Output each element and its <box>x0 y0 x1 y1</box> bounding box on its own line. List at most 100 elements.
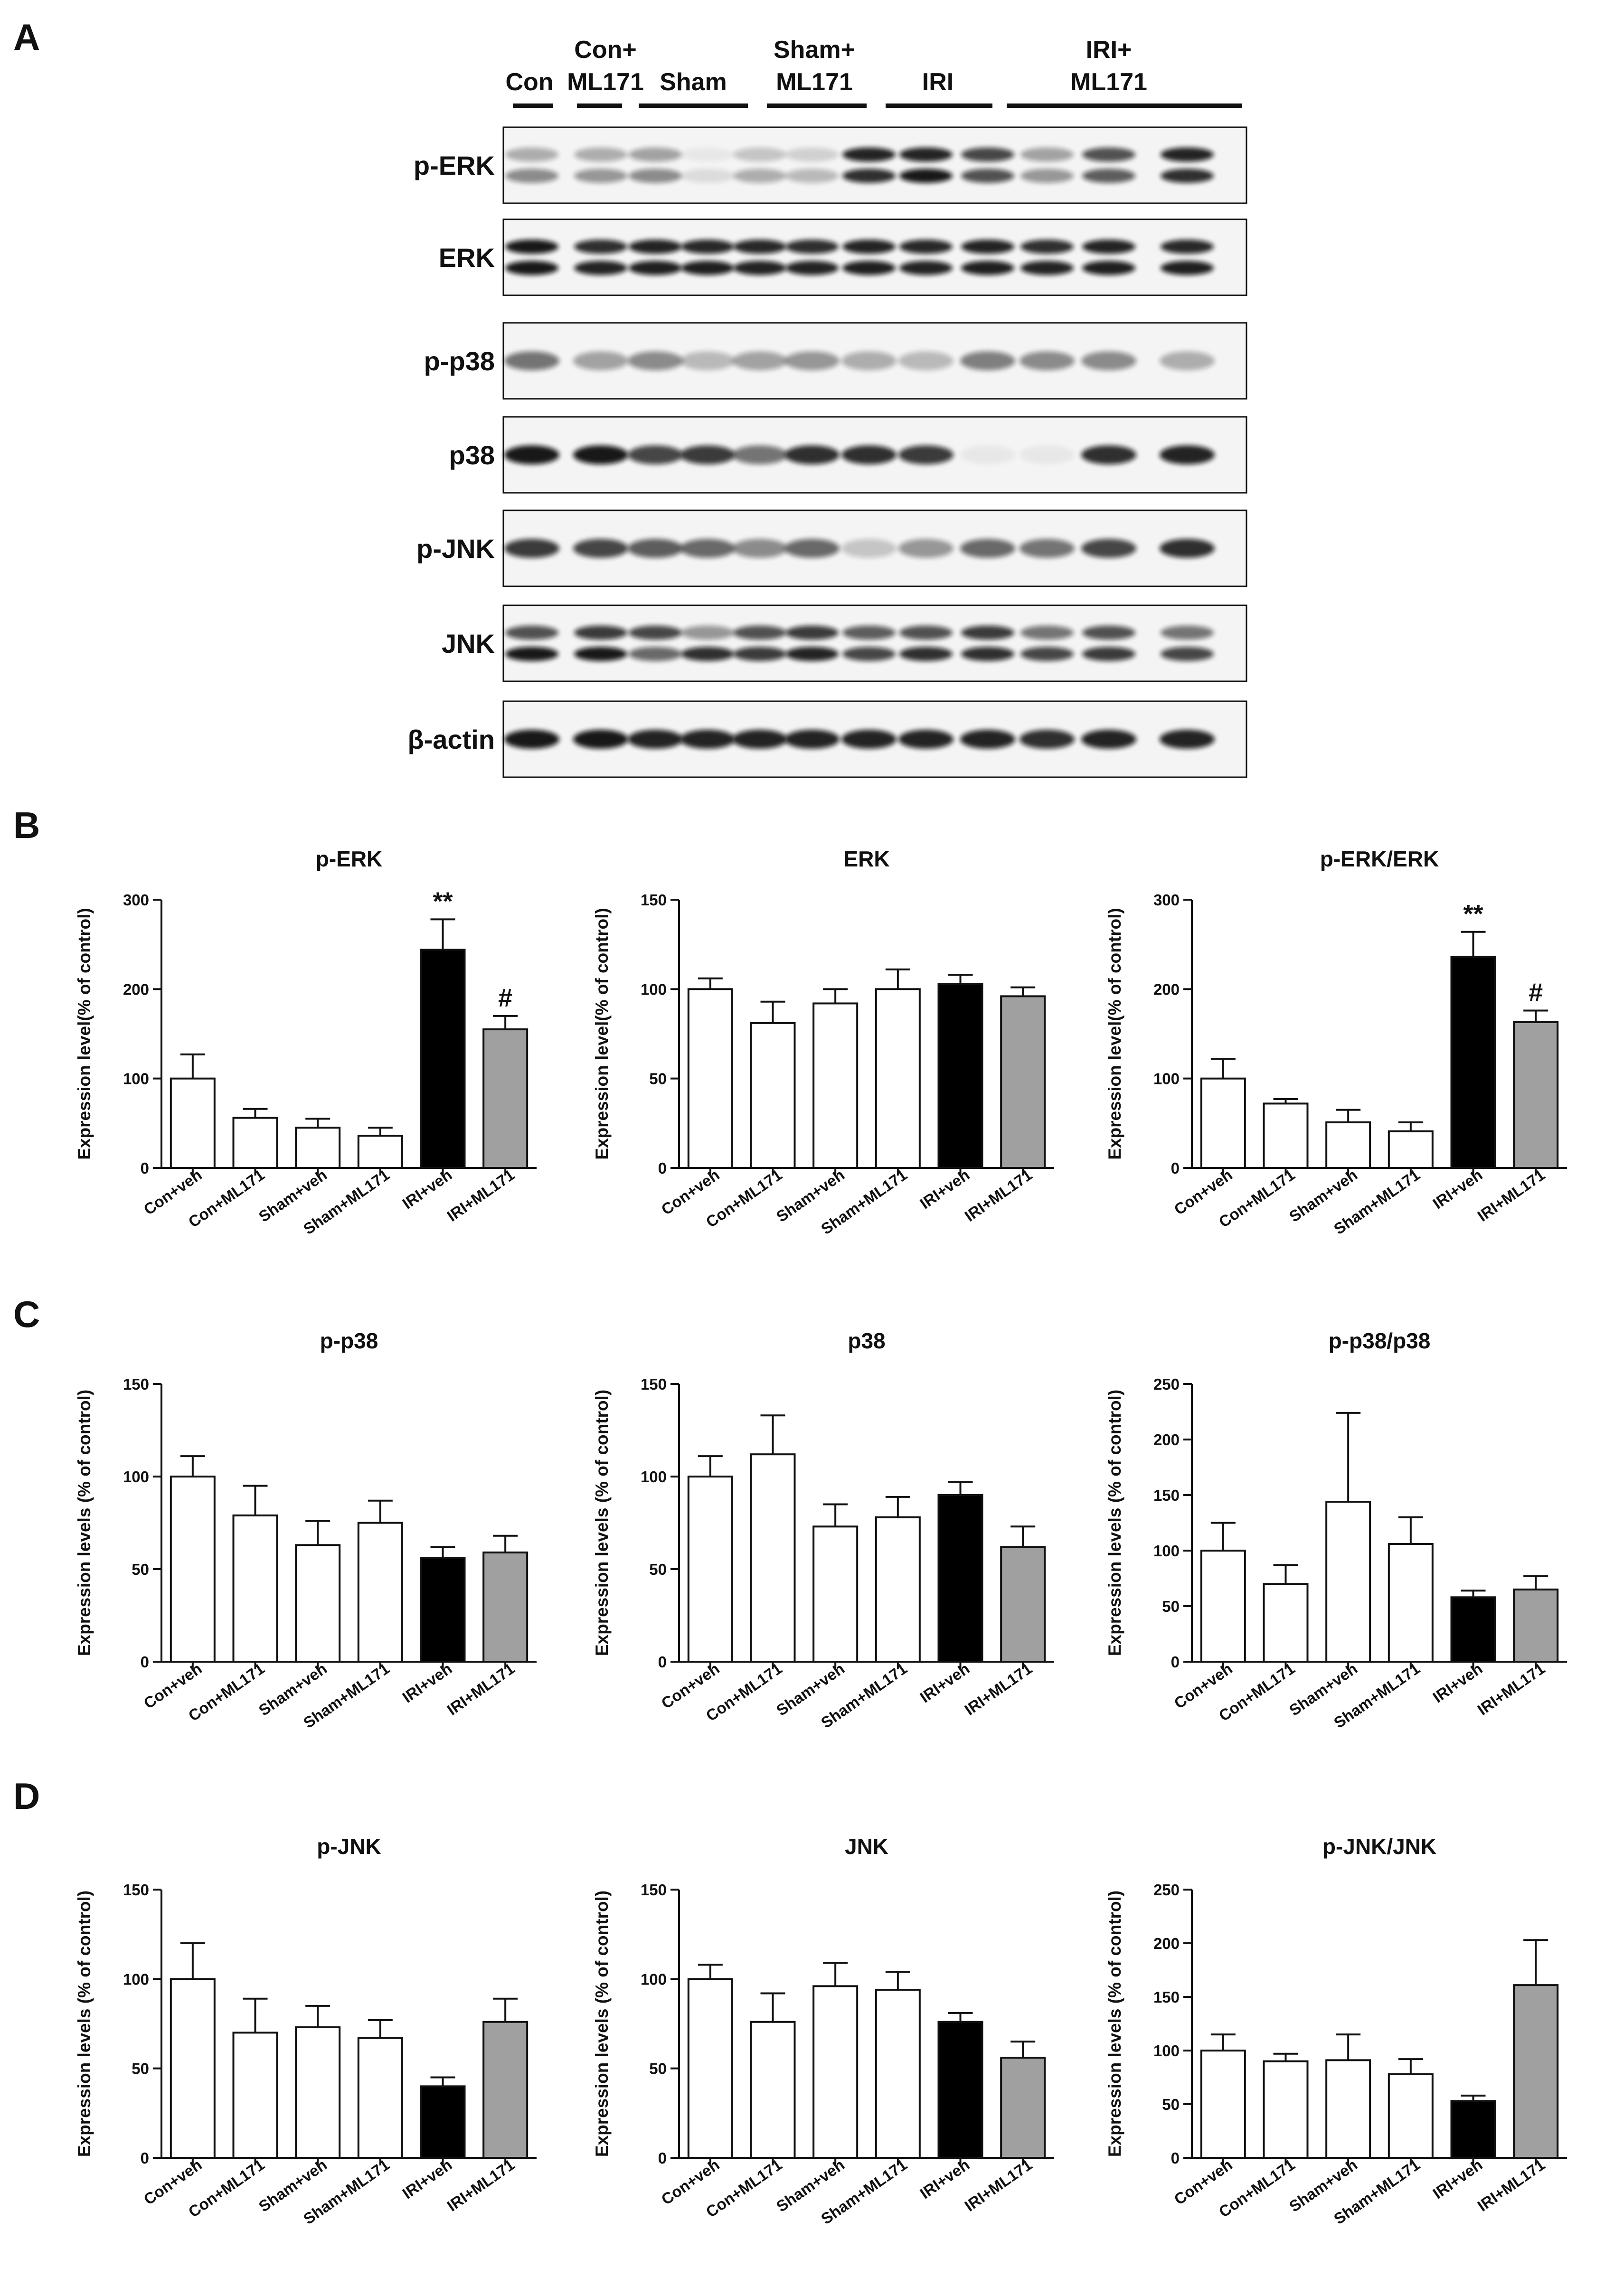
blot-band <box>629 625 682 640</box>
blot-band <box>898 730 954 749</box>
chart-p-p38: p-p38 0 50 100 150 Expression levels (% of co… <box>75 1328 537 1731</box>
blot-band <box>1161 169 1214 183</box>
bar <box>1388 1130 1434 1169</box>
blot-band <box>680 730 735 749</box>
x-tick-label: IRI+veh <box>1429 1659 1485 1706</box>
blot-band <box>681 647 734 661</box>
y-axis-label: Expression levels (% of control) <box>1105 1390 1124 1656</box>
y-axis-label: Expression levels (% of control) <box>1105 1891 1124 2157</box>
blot-band <box>1161 647 1214 661</box>
bar <box>750 1022 796 1169</box>
blot-band <box>1082 625 1135 640</box>
blot-group-label: Sham+ <box>774 36 855 64</box>
chart-title: ERK <box>843 847 889 871</box>
blot-band <box>842 647 896 661</box>
x-tick-label: IRI+ML171 <box>961 1659 1035 1718</box>
bar <box>687 1978 733 2159</box>
blot-band <box>899 261 953 275</box>
blot-band <box>960 351 1015 370</box>
chart-title: p-JNK <box>317 1834 381 1859</box>
bar <box>750 1453 796 1663</box>
blot-row-p-erk: p-ERK <box>414 126 1247 204</box>
y-tick-label: 0 <box>141 2149 149 2167</box>
blot-band <box>505 625 558 640</box>
y-tick-label: 100 <box>123 1468 149 1486</box>
panel-letter-b: B <box>13 804 40 846</box>
bar <box>875 988 921 1169</box>
bar <box>812 1525 859 1663</box>
bar <box>1200 1077 1246 1169</box>
blot-group-label: IRI <box>922 68 954 96</box>
bar <box>1325 1501 1371 1663</box>
y-tick-label: 50 <box>1162 2096 1180 2113</box>
blot-band <box>628 539 683 558</box>
blot-band <box>899 147 953 162</box>
blot-band <box>1161 239 1214 254</box>
blot-group-label: ML171 <box>1070 68 1147 96</box>
x-tick-label: IRI+veh <box>399 1659 455 1706</box>
bar <box>170 1476 216 1663</box>
bar <box>420 2085 466 2159</box>
x-tick-label: IRI+veh <box>399 1166 455 1212</box>
y-axis-label: Expression levels (% of control) <box>592 1390 612 1656</box>
blot-band <box>1081 730 1136 749</box>
bar <box>232 1514 278 1663</box>
y-tick-label: 100 <box>123 1070 149 1088</box>
blot-band <box>573 730 628 749</box>
bar <box>1325 1121 1371 1169</box>
blot-band <box>841 539 897 558</box>
x-tick-label: IRI+veh <box>916 2155 972 2202</box>
bar <box>750 2021 796 2159</box>
bar <box>937 983 983 1169</box>
blot-row--actin: β-actin <box>407 700 1247 778</box>
blot-band <box>1020 730 1075 749</box>
bar-charts: p-ERK 0 100 200 300 Expression level(% of con… <box>75 847 1567 2228</box>
y-tick-label: 0 <box>1171 1159 1180 1177</box>
chart-p38: p38 0 50 100 150 Expression levels (% of cont… <box>592 1328 1054 1731</box>
blot-band <box>1020 261 1074 275</box>
blot-band <box>784 351 840 370</box>
blot-band <box>573 539 628 558</box>
y-tick-label: 250 <box>1153 1375 1180 1393</box>
y-tick-label: 150 <box>1153 1487 1180 1504</box>
blot-band <box>732 539 787 558</box>
bar <box>1450 1596 1496 1663</box>
x-tick-label: IRI+ML171 <box>444 1659 518 1718</box>
blot-band <box>505 169 558 183</box>
blot-group-label: Con <box>505 68 553 96</box>
bar <box>812 1985 859 2159</box>
y-tick-label: 100 <box>1153 1070 1180 1088</box>
chart-title: p-p38 <box>320 1328 378 1353</box>
y-tick-label: 50 <box>132 1561 149 1578</box>
y-tick-label: 100 <box>1153 1542 1180 1560</box>
y-axis-label: Expression level(% of control) <box>75 908 94 1159</box>
y-tick-label: 150 <box>123 1881 149 1899</box>
blot-band <box>629 647 682 661</box>
bar <box>1388 1543 1434 1663</box>
blot-band <box>629 147 682 162</box>
bar <box>1000 2057 1046 2159</box>
blot-band <box>960 730 1015 749</box>
blot-band <box>733 647 786 661</box>
blot-band <box>1160 445 1215 464</box>
blot-band <box>785 647 839 661</box>
bar <box>170 1978 216 2159</box>
blot-row-label: p-JNK <box>416 534 495 564</box>
y-tick-label: 0 <box>1171 2149 1180 2167</box>
chart-title: p-ERK/ERK <box>1320 847 1439 871</box>
blot-row-jnk: JNK <box>442 604 1247 682</box>
blot-band <box>842 239 896 254</box>
blot-band <box>574 147 627 162</box>
blot-band <box>629 261 682 275</box>
panel-letter-c: C <box>13 1293 40 1335</box>
blot-band <box>1020 169 1074 183</box>
blot-group-bar <box>513 104 553 108</box>
x-tick-label: IRI+ML171 <box>1474 1659 1548 1718</box>
blot-band <box>842 147 896 162</box>
blot-band <box>1081 539 1136 558</box>
blot-band <box>574 169 627 183</box>
blot-band <box>961 261 1014 275</box>
y-tick-label: 250 <box>1153 1881 1180 1899</box>
blot-band <box>960 539 1015 558</box>
x-tick-label: IRI+ML171 <box>961 2155 1035 2214</box>
